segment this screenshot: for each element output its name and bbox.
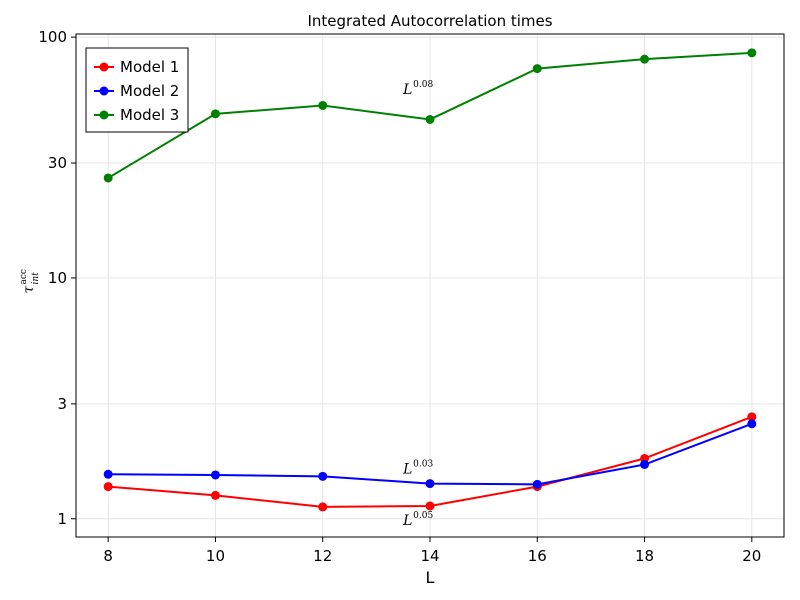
x-tick-label: 18 bbox=[635, 547, 654, 565]
annotation: L 0.08 bbox=[402, 80, 433, 98]
chart-title: Integrated Autocorrelation times bbox=[307, 12, 552, 30]
data-point bbox=[640, 460, 650, 470]
data-point bbox=[103, 469, 113, 479]
annotation-base: L bbox=[402, 461, 412, 477]
y-tick-label: 1 bbox=[57, 510, 67, 528]
x-tick-label: 16 bbox=[528, 547, 547, 565]
ticks: 8 10 12 14 16 18 20 1 3 10 30 100 bbox=[38, 28, 761, 565]
x-tick-label: 14 bbox=[420, 547, 439, 565]
x-axis-label: L bbox=[426, 568, 435, 587]
data-point bbox=[103, 482, 113, 492]
data-point bbox=[210, 470, 220, 480]
legend-entry: Model 3 bbox=[94, 106, 179, 124]
y-tick-label: 100 bbox=[38, 28, 67, 46]
x-tick-label: 8 bbox=[103, 547, 113, 565]
annotation: L 0.03 bbox=[402, 459, 433, 477]
data-point bbox=[318, 502, 328, 512]
data-point bbox=[425, 114, 435, 124]
data-point bbox=[210, 490, 220, 500]
legend-marker bbox=[99, 86, 109, 96]
y-axis-label-base: τ bbox=[21, 286, 37, 294]
series-3 bbox=[103, 48, 757, 183]
data-point bbox=[532, 64, 542, 74]
series-2 bbox=[103, 419, 757, 489]
annotation: L 0.05 bbox=[402, 511, 433, 529]
annotation-exponent: 0.05 bbox=[413, 511, 433, 521]
data-point bbox=[425, 501, 435, 511]
data-point bbox=[210, 109, 220, 119]
annotation-exponent: 0.03 bbox=[413, 459, 433, 469]
data-point bbox=[747, 48, 757, 58]
data-point bbox=[425, 479, 435, 489]
series bbox=[103, 48, 757, 512]
y-axis-label-sup: acc bbox=[19, 269, 29, 284]
data-point bbox=[103, 173, 113, 183]
y-tick-label: 30 bbox=[48, 154, 67, 172]
legend-marker bbox=[99, 62, 109, 72]
x-tick-label: 12 bbox=[313, 547, 332, 565]
legend-label: Model 3 bbox=[120, 106, 179, 124]
data-point bbox=[318, 471, 328, 481]
data-point bbox=[318, 100, 328, 110]
data-point bbox=[747, 419, 757, 429]
y-tick-label: 10 bbox=[48, 269, 67, 287]
annotations: L 0.08L 0.03L 0.05 bbox=[402, 80, 433, 529]
annotation-base: L bbox=[402, 82, 412, 98]
data-point bbox=[532, 479, 542, 489]
annotation-base: L bbox=[402, 513, 412, 529]
legend-entry: Model 2 bbox=[94, 82, 179, 100]
x-tick-label: 20 bbox=[742, 547, 761, 565]
annotation-exponent: 0.08 bbox=[413, 80, 433, 90]
legend-label: Model 2 bbox=[120, 82, 179, 100]
data-point bbox=[747, 412, 757, 422]
x-tick-label: 10 bbox=[206, 547, 225, 565]
y-axis-label: τ acc int bbox=[19, 269, 41, 293]
data-point bbox=[640, 54, 650, 64]
legend: Model 1 Model 2 Model 3 bbox=[85, 47, 189, 133]
legend-label: Model 1 bbox=[120, 58, 179, 76]
y-axis-label-sub: int bbox=[31, 272, 41, 285]
legend-entry: Model 1 bbox=[94, 58, 179, 76]
y-tick-label: 3 bbox=[57, 395, 67, 413]
legend-marker bbox=[99, 110, 109, 120]
